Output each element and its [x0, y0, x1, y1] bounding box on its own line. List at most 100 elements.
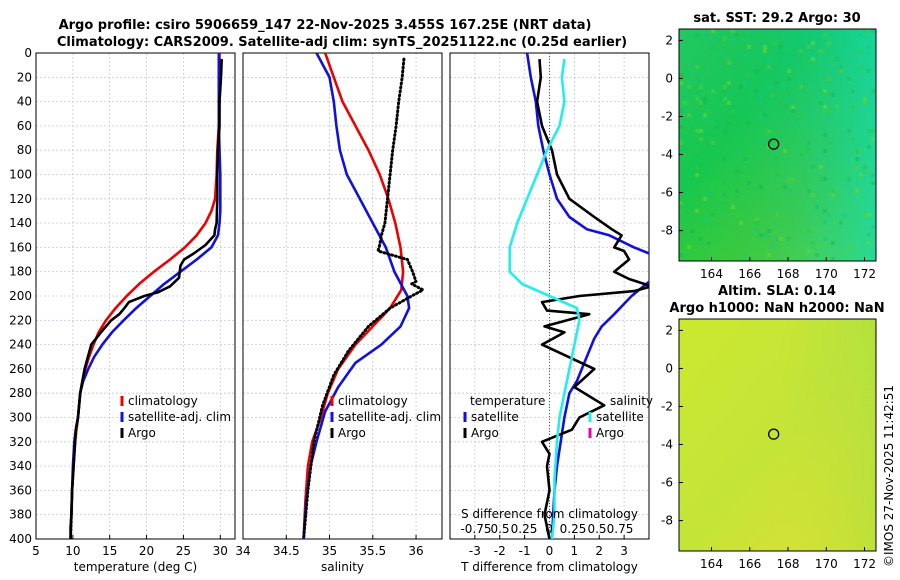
sst-texture-cell: [707, 61, 711, 65]
salinity-xtick-label: 35: [322, 544, 337, 558]
sst-texture-cell: [703, 29, 707, 33]
sst-texture-cell: [827, 141, 831, 145]
temperature-xtick-label: 10: [65, 544, 80, 558]
sst-texture-cell: [807, 249, 811, 253]
sst-texture-cell: [855, 189, 859, 193]
sst-texture-cell: [743, 81, 747, 85]
sst-texture-cell: [791, 177, 795, 181]
legend-entry: satellite-adj. clim: [338, 410, 441, 424]
sst-texture-cell: [759, 185, 763, 189]
difference-from-climatology-xtick-label: -1: [519, 544, 531, 558]
sst-texture-cell: [835, 57, 839, 61]
sst-texture-cell: [759, 93, 763, 97]
sst-texture-cell: [847, 77, 851, 81]
map-xtick-label: 172: [853, 267, 876, 281]
sst-texture-cell: [871, 29, 875, 33]
s-difference-tick-label: 0: [545, 522, 553, 536]
salinity-series-argo: [302, 57, 425, 539]
sst-texture-cell: [767, 49, 771, 53]
sst-texture-cell: [843, 249, 847, 253]
depth-tick-label: 60: [17, 119, 32, 133]
map-xtick-label: 168: [777, 267, 800, 281]
s-difference-tick-label: 0.25: [560, 522, 587, 536]
sst-texture-cell: [863, 213, 867, 217]
sst-texture-cell: [799, 113, 803, 117]
figure-title-line1: Argo profile: csiro 5906659_147 22-Nov-2…: [59, 18, 592, 33]
legend-header-salinity: salinity: [610, 394, 653, 408]
sst-texture-cell: [755, 89, 759, 93]
sst-texture-cell: [759, 101, 763, 105]
sst-texture-cell: [787, 77, 791, 81]
sst-texture-cell: [695, 141, 699, 145]
sst-texture-cell: [735, 169, 739, 173]
sst-texture-cell: [679, 81, 683, 85]
sst-texture-cell: [775, 41, 779, 45]
sst-texture-cell: [871, 225, 875, 229]
map-ytick-label: -6: [661, 186, 673, 200]
sst-texture-cell: [699, 137, 703, 141]
sst-texture-cell: [831, 241, 835, 245]
sst-texture-cell: [691, 125, 695, 129]
sst-texture-cell: [723, 181, 727, 185]
sst-texture-cell: [815, 157, 819, 161]
sst-texture-cell: [863, 97, 867, 101]
map-ytick-label: 2: [665, 33, 673, 47]
depth-tick-label: 160: [9, 240, 32, 254]
sst-texture-cell: [807, 229, 811, 233]
sst-texture-cell: [755, 69, 759, 73]
difference-from-climatology-series-temperature-argo: [535, 59, 649, 539]
sst-texture-cell: [831, 193, 835, 197]
sst-texture-cell: [831, 189, 835, 193]
sst-texture-cell: [791, 57, 795, 61]
sst-texture-cell: [763, 49, 767, 53]
sst-texture-cell: [695, 33, 699, 37]
sst-texture-cell: [727, 101, 731, 105]
salinity-series-satellite-adj.-clim: [302, 53, 411, 539]
map-xtick-label: 172: [853, 557, 876, 571]
salinity-series-group: [302, 53, 425, 539]
sst-texture-cell: [703, 101, 707, 105]
sst-texture-cell: [783, 105, 787, 109]
sst-texture-cell: [863, 101, 867, 105]
sst-texture-cell: [731, 29, 735, 33]
sst-texture-cell: [683, 153, 687, 157]
sst-texture-cell: [731, 205, 735, 209]
sst-texture-cell: [807, 45, 811, 49]
sst-texture-cell: [719, 117, 723, 121]
sst-texture-cell: [803, 177, 807, 181]
sst-texture-cell: [855, 165, 859, 169]
sst-texture-cell: [699, 85, 703, 89]
depth-tick-label: 400: [9, 532, 32, 546]
map-ytick-label: -4: [661, 438, 673, 452]
sst-texture-cell: [739, 85, 743, 89]
sst-texture-cell: [823, 209, 827, 213]
sst-texture-cell: [755, 221, 759, 225]
sst-texture-cell: [707, 241, 711, 245]
map-ytick-label: 2: [665, 323, 673, 337]
difference-from-climatology-series-salinity-satellite: [508, 58, 581, 539]
sst-texture-cell: [755, 217, 759, 221]
sst-texture-cell: [747, 181, 751, 185]
legend-entry: climatology: [128, 394, 198, 408]
sst-texture-cell: [823, 237, 827, 241]
sst-texture-cell: [747, 121, 751, 125]
sst-texture-cell: [771, 93, 775, 97]
sst-texture-cell: [735, 189, 739, 193]
map-ytick-label: 0: [665, 71, 673, 85]
sst-texture-cell: [679, 169, 683, 173]
map-ytick-label: -8: [661, 224, 673, 238]
sst-texture-cell: [727, 57, 731, 61]
sst-texture-cell: [723, 197, 727, 201]
sst-texture-cell: [823, 33, 827, 37]
s-difference-tick-label: 0.25: [511, 522, 538, 536]
sst-map-frame: [678, 28, 877, 262]
salinity-xtick-label: 35.5: [359, 544, 386, 558]
sst-texture-cell: [739, 169, 743, 173]
sst-texture-cell: [775, 173, 779, 177]
sst-texture-cell: [695, 165, 699, 169]
sst-texture-cell: [695, 109, 699, 113]
sst-texture-cell: [723, 97, 727, 101]
sst-texture-cell: [787, 237, 791, 241]
depth-tick-label: 20: [17, 70, 32, 84]
sst-texture-cell: [743, 157, 747, 161]
